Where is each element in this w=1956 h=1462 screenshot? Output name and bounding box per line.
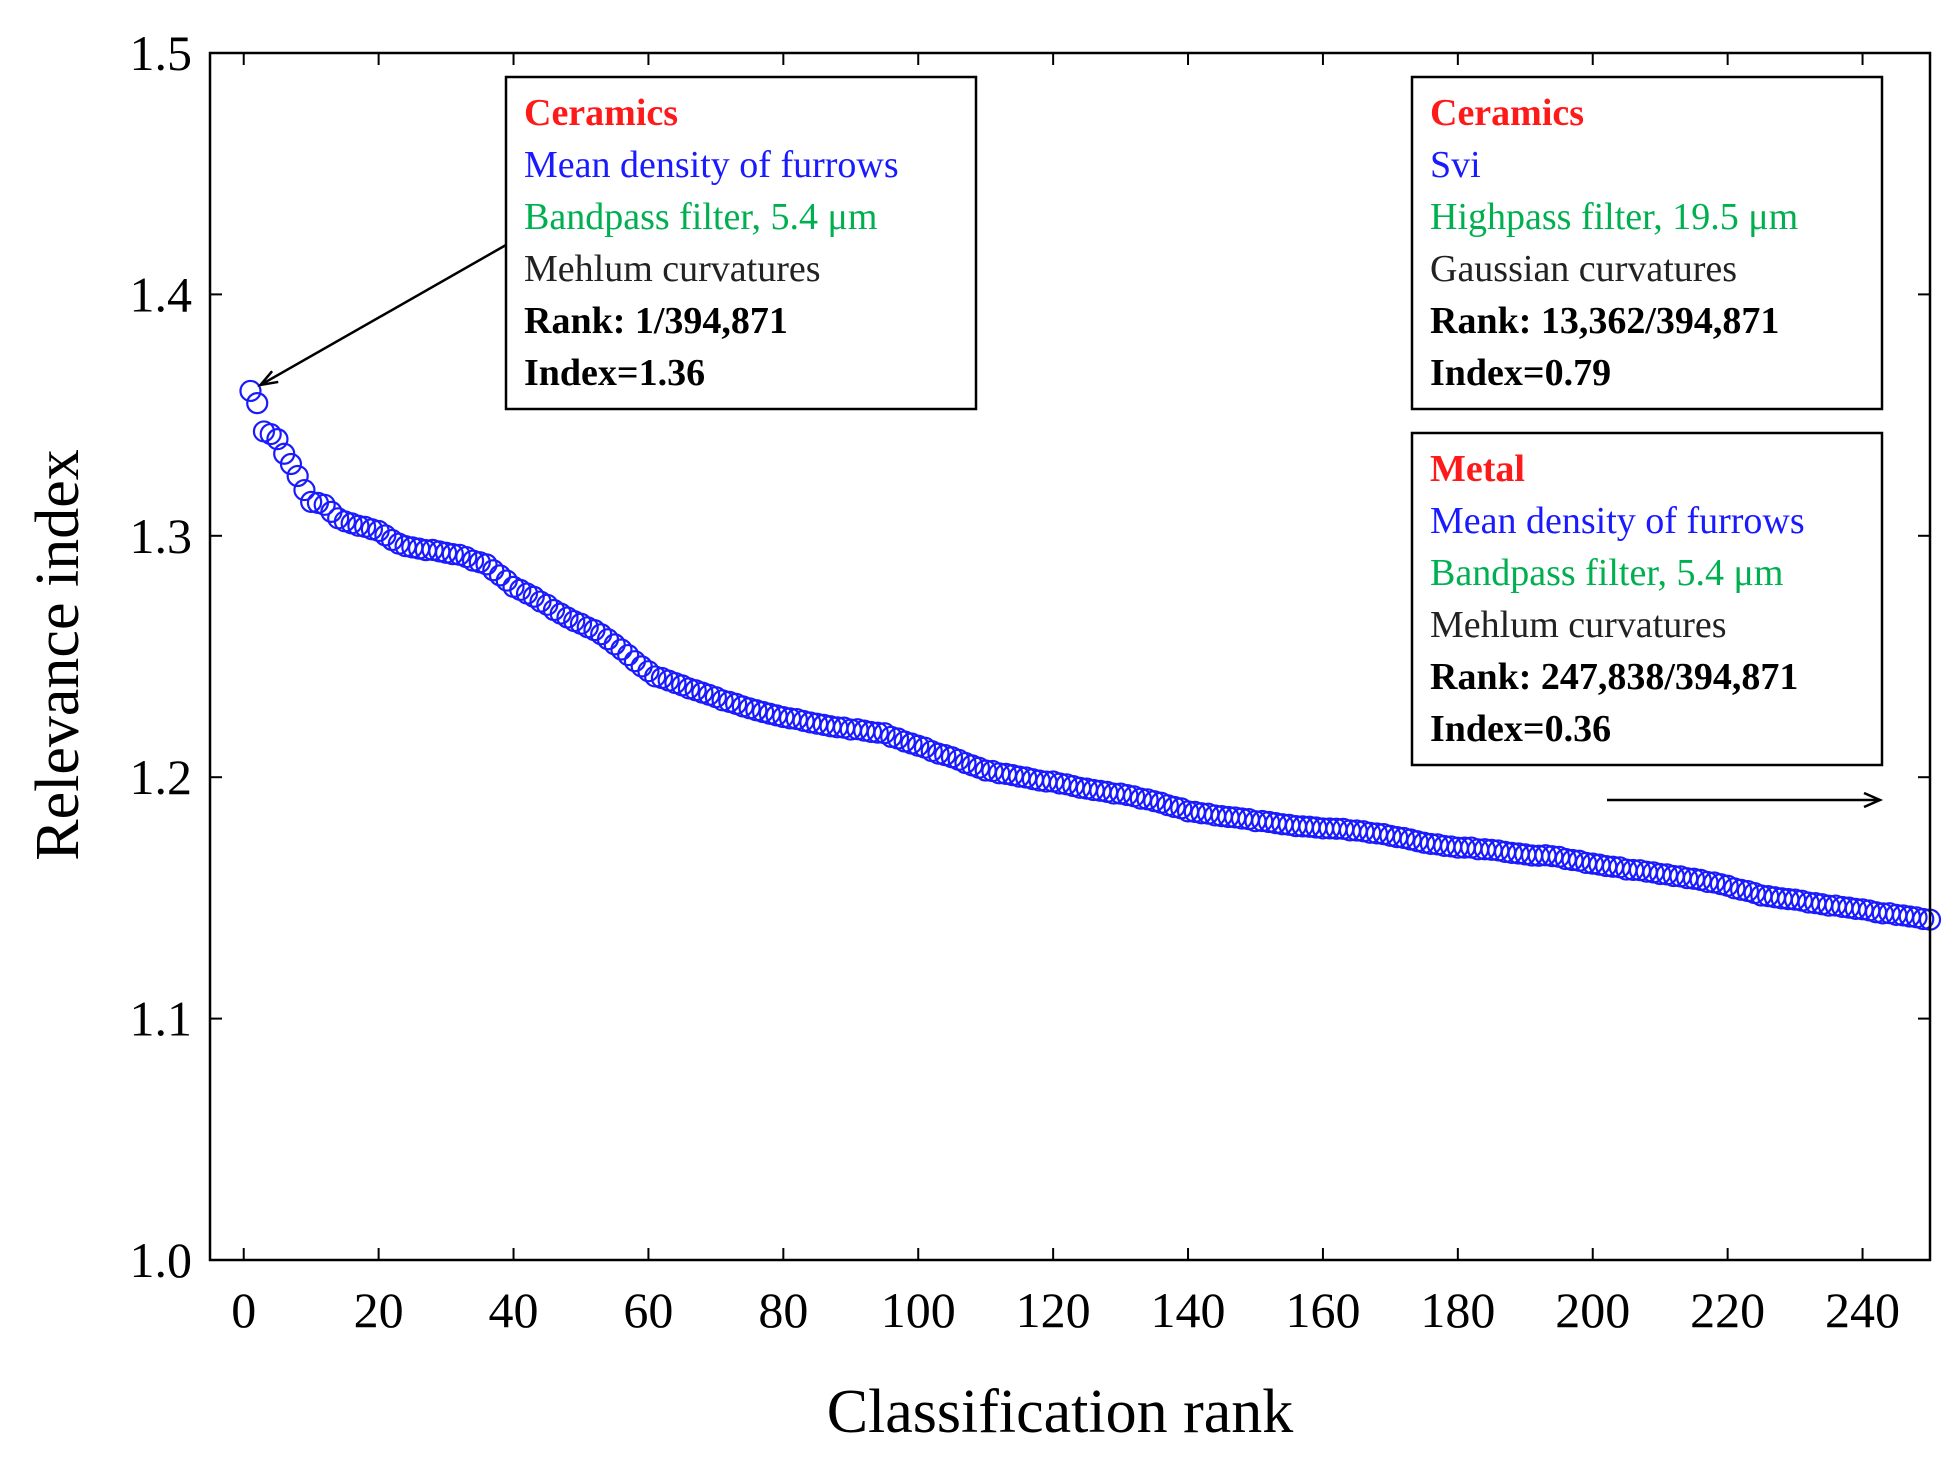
y-tick-label: 1.3 bbox=[130, 508, 193, 564]
x-tick-label: 180 bbox=[1420, 1282, 1495, 1338]
data-point bbox=[266, 428, 289, 451]
annotation-filter: Highpass filter, 19.5 μm bbox=[1430, 196, 1798, 238]
data-point bbox=[859, 720, 883, 744]
annotation-arrowhead bbox=[257, 370, 279, 387]
annotation-index: Index=1.36 bbox=[524, 352, 705, 394]
data-point bbox=[603, 633, 626, 656]
annotation-index: Index=0.79 bbox=[1430, 352, 1611, 394]
annotation-feature: Mean density of furrows bbox=[1430, 500, 1805, 542]
data-point bbox=[596, 628, 620, 651]
data-point bbox=[286, 464, 309, 488]
data-point bbox=[347, 514, 370, 537]
x-tick-label: 40 bbox=[489, 1282, 539, 1338]
annotation-rank: Rank: 13,362/394,871 bbox=[1430, 300, 1779, 342]
data-point bbox=[1156, 794, 1179, 817]
data-point bbox=[279, 452, 303, 476]
y-axis-ticks: 1.0 1.1 1.2 1.3 1.4 1.5 bbox=[130, 25, 1930, 1288]
x-axis-ticks: 0 20 40 60 80 100 120 140 160 180 200 220 240 bbox=[231, 53, 1900, 1338]
data-point bbox=[313, 493, 336, 516]
y-tick-label: 1.4 bbox=[130, 266, 193, 322]
data-point bbox=[259, 422, 282, 446]
data-point bbox=[866, 721, 889, 744]
annotation-category: Ceramics bbox=[1430, 92, 1584, 134]
x-tick-label: 160 bbox=[1285, 1282, 1360, 1338]
annotation-filter: Bandpass filter, 5.4 μm bbox=[1430, 552, 1783, 594]
annotation-top-right: Ceramics Svi Highpass filter, 19.5 μm Gauss… bbox=[1410, 75, 1884, 411]
annotation-rank: Rank: 247,838/394,871 bbox=[1430, 656, 1798, 698]
annotation-boxes: Ceramics Mean density of furrows Bandpass … bbox=[257, 75, 1884, 809]
data-points bbox=[239, 379, 1942, 931]
y-axis-title: Relevance index bbox=[24, 449, 92, 860]
x-tick-label: 60 bbox=[623, 1282, 673, 1338]
data-point bbox=[293, 478, 316, 502]
data-point bbox=[1048, 772, 1071, 795]
plot-frame bbox=[208, 51, 1932, 1262]
annotation-curvature: Mehlum curvatures bbox=[1430, 604, 1727, 646]
x-tick-label: 140 bbox=[1151, 1282, 1226, 1338]
data-point bbox=[300, 490, 323, 513]
annotation-arrow bbox=[259, 243, 507, 387]
x-axis-title: Classification rank bbox=[827, 1378, 1294, 1446]
annotation-category: Metal bbox=[1430, 448, 1525, 490]
annotation-rank: Rank: 1/394,871 bbox=[524, 300, 788, 342]
data-point bbox=[475, 553, 498, 576]
x-tick-label: 200 bbox=[1555, 1282, 1630, 1338]
offscreen-arrowhead bbox=[1863, 791, 1884, 809]
data-point bbox=[522, 585, 545, 608]
annotation-box bbox=[1410, 75, 1884, 411]
x-tick-label: 0 bbox=[231, 1282, 256, 1338]
data-point bbox=[610, 638, 633, 661]
x-tick-label: 80 bbox=[758, 1282, 808, 1338]
x-tick-label: 100 bbox=[881, 1282, 956, 1338]
x-tick-label: 20 bbox=[354, 1282, 404, 1338]
annotation-box bbox=[1410, 431, 1884, 767]
annotation-bottom-right: Metal Mean density of furrows Bandpass fil… bbox=[1410, 431, 1884, 809]
data-point bbox=[1912, 907, 1935, 931]
data-point bbox=[239, 379, 262, 403]
data-point bbox=[246, 392, 269, 415]
annotation-top-left: Ceramics Mean density of furrows Bandpass … bbox=[257, 75, 978, 411]
annotation-curvature: Mehlum curvatures bbox=[524, 248, 821, 290]
annotation-category: Ceramics bbox=[524, 92, 678, 134]
annotation-feature: Mean density of furrows bbox=[524, 144, 899, 186]
y-tick-label: 1.2 bbox=[130, 749, 193, 805]
data-point bbox=[630, 655, 653, 678]
x-tick-label: 220 bbox=[1690, 1282, 1765, 1338]
y-tick-label: 1.1 bbox=[130, 991, 193, 1047]
annotation-filter: Bandpass filter, 5.4 μm bbox=[524, 196, 877, 238]
y-tick-label: 1.0 bbox=[130, 1232, 193, 1288]
x-tick-label: 120 bbox=[1016, 1282, 1091, 1338]
data-point bbox=[441, 543, 464, 566]
annotation-curvature: Gaussian curvatures bbox=[1430, 248, 1737, 290]
data-point bbox=[677, 677, 701, 700]
data-point bbox=[617, 643, 640, 667]
y-tick-label: 1.5 bbox=[130, 25, 193, 81]
annotation-index: Index=0.36 bbox=[1430, 708, 1611, 750]
annotation-box bbox=[504, 75, 978, 411]
data-point bbox=[488, 564, 512, 587]
data-point bbox=[637, 660, 660, 683]
annotation-feature: Svi bbox=[1430, 144, 1481, 186]
x-tick-label: 240 bbox=[1825, 1282, 1900, 1338]
